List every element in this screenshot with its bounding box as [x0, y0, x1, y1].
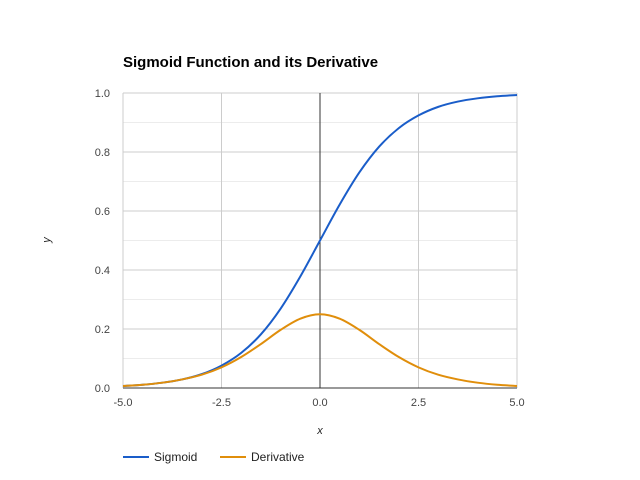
legend-label-derivative: Derivative [251, 450, 305, 464]
legend-item-derivative: Derivative [220, 450, 305, 464]
x-tick-label: 0.0 [312, 397, 327, 409]
series-line-derivative [122, 313, 518, 387]
x-axis-title: x [316, 425, 323, 437]
y-tick-label: 0.0 [95, 383, 110, 395]
y-tick-label: 0.6 [95, 206, 110, 218]
tick-label-layer: 0.0 0.2 0.4 0.6 0.8 1.0 -5.0 -2.5 0.0 2.5 5.0 [95, 88, 525, 409]
x-tick-label: 2.5 [411, 397, 426, 409]
y-tick-label: 0.8 [95, 147, 110, 159]
legend-label-sigmoid: Sigmoid [154, 450, 197, 464]
y-tick-label: 0.2 [95, 324, 110, 336]
y-axis-title: y [41, 236, 53, 244]
x-tick-label: -5.0 [114, 397, 133, 409]
y-tick-label: 1.0 [95, 88, 110, 100]
x-tick-label: -2.5 [212, 397, 231, 409]
y-tick-label: 0.4 [95, 265, 110, 277]
chart-title: Sigmoid Function and its Derivative [123, 54, 378, 71]
x-tick-label: 5.0 [509, 397, 524, 409]
legend-item-sigmoid: Sigmoid [123, 450, 197, 464]
series-layer [122, 94, 518, 387]
legend: Sigmoid Derivative [123, 450, 305, 464]
